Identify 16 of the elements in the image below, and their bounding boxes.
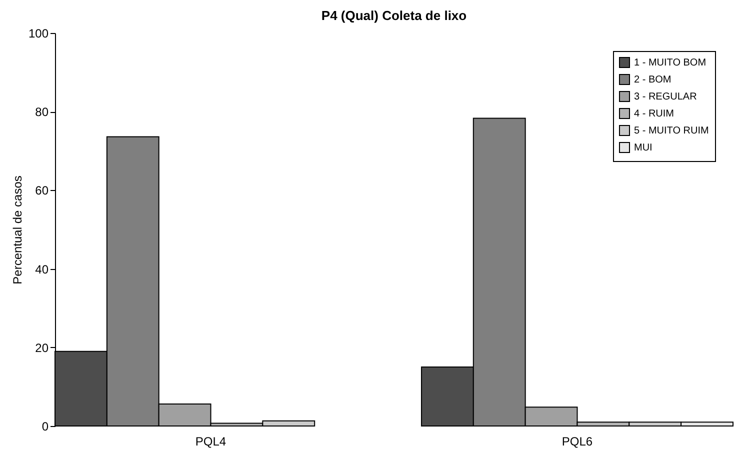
legend-label: 4 - RUIM	[634, 108, 674, 120]
chart-title: P4 (Qual) Coleta de lixo	[321, 8, 467, 23]
x-tick-label: PQL4	[195, 434, 226, 448]
y-tick-label: 60	[35, 184, 49, 198]
y-tick-label: 0	[42, 420, 49, 434]
legend-label: 3 - REGULAR	[634, 92, 697, 102]
legend-label: 1 - MUITO BOM	[634, 58, 706, 68]
y-axis-title: Percentual de casos	[10, 176, 24, 284]
legend-label: MUI	[634, 142, 652, 154]
y-tick-label: 20	[35, 340, 49, 355]
legend-label: 5 - MUITO RUIM	[634, 126, 709, 136]
legend-label: 2 - BOM	[634, 74, 672, 86]
y-tick-label: 40	[35, 262, 49, 276]
y-tick-label: 100	[28, 26, 49, 40]
x-tick-label: PQL6	[562, 434, 593, 448]
y-tick-label: 80	[35, 105, 49, 120]
